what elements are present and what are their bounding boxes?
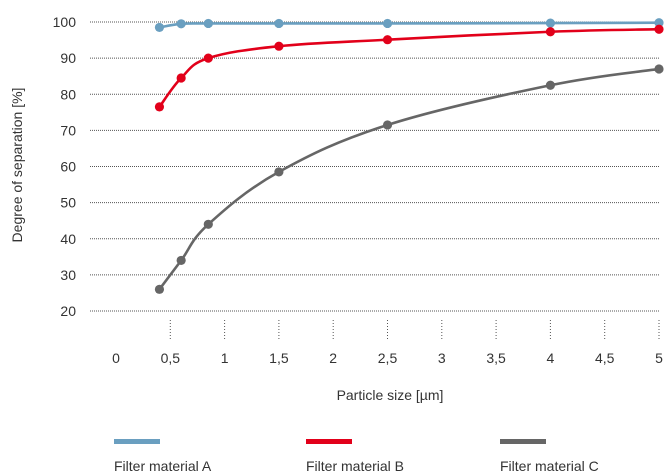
x-tick-label: 2 xyxy=(329,350,337,366)
y-axis-title: Degree of separation [%] xyxy=(9,88,25,243)
series-c xyxy=(154,64,664,294)
data-point xyxy=(176,73,186,83)
x-tick-label: 3,5 xyxy=(486,350,506,366)
y-tick-label: 70 xyxy=(60,122,76,138)
x-tick-label: 3 xyxy=(438,350,446,366)
y-tick-label: 60 xyxy=(60,159,76,175)
y-tick-label: 30 xyxy=(60,267,76,283)
x-tick-label: 4 xyxy=(547,350,555,366)
data-point xyxy=(654,24,664,34)
data-point xyxy=(382,35,393,45)
x-tick-label: 2,5 xyxy=(378,350,398,366)
x-axis-title: Particle size [µm] xyxy=(337,387,444,403)
y-tick-label: 100 xyxy=(53,14,77,30)
data-point xyxy=(545,80,556,90)
data-point xyxy=(154,284,165,294)
data-point xyxy=(176,19,186,29)
data-point xyxy=(154,102,165,112)
data-point xyxy=(203,18,213,29)
data-point xyxy=(203,219,213,229)
data-point xyxy=(203,53,213,63)
data-point xyxy=(274,167,284,177)
y-tick-label: 80 xyxy=(60,86,76,102)
x-tick-label: 1,5 xyxy=(269,350,289,366)
data-point xyxy=(176,255,186,266)
data-point xyxy=(545,27,556,37)
axis-ticks: 20 30 40 50 60 70 80 90 100 0 0,5 1 1,5 2 2,5 3 3,5 4 4,5 5 xyxy=(53,14,663,366)
series-a xyxy=(154,18,664,33)
series-line xyxy=(158,67,660,291)
x-tick-label: 0 xyxy=(112,350,120,366)
y-tick-label: 90 xyxy=(60,50,76,66)
x-tick-label: 1 xyxy=(221,350,229,366)
data-point xyxy=(274,18,284,29)
y-tick-label: 20 xyxy=(60,303,76,319)
x-tick-label: 5 xyxy=(655,350,663,366)
legend-swatch xyxy=(306,439,352,444)
x-tick-label: 4,5 xyxy=(595,350,615,366)
series-line xyxy=(159,21,660,29)
series-b xyxy=(154,24,664,112)
legend-label: Filter material B xyxy=(306,458,404,474)
legend: Filter material A Filter material B Filter… xyxy=(114,439,599,474)
data-point xyxy=(654,64,664,74)
legend-swatch xyxy=(500,439,546,444)
y-tick-label: 40 xyxy=(60,231,76,247)
y-tick-label: 50 xyxy=(60,195,76,211)
legend-label: Filter material A xyxy=(114,458,212,474)
data-point xyxy=(382,18,393,29)
data-point xyxy=(154,22,165,33)
data-point xyxy=(382,120,393,130)
series-layer xyxy=(154,18,664,294)
data-point xyxy=(654,18,664,28)
legend-label: Filter material C xyxy=(500,458,599,474)
data-point xyxy=(545,18,556,28)
data-point xyxy=(274,41,284,51)
series-line xyxy=(158,27,660,108)
legend-swatch xyxy=(114,439,160,444)
x-tick-label: 0,5 xyxy=(161,350,181,366)
